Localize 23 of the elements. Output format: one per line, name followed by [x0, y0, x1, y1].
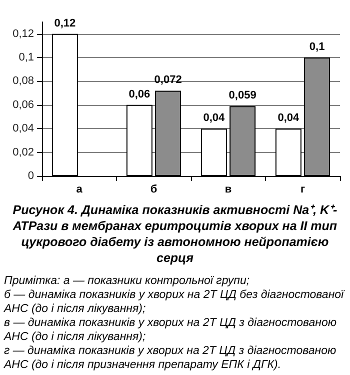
y-tick-label: 0,06: [12, 98, 34, 111]
text: Примітка: а — показники контрольної групи;: [4, 274, 251, 288]
data-label: 0,059: [228, 90, 256, 102]
y-tick-label: 0,04: [12, 122, 34, 135]
text: б — динаміка показників у хворих на 2Т ЦД без діагностованої АНС (до і після лікування);: [4, 288, 346, 316]
data-label: 0,04: [203, 112, 226, 124]
x-tick-label: г: [300, 184, 306, 196]
y-tick-label: 0: [28, 170, 34, 182]
x-tick-label: а: [76, 184, 84, 196]
data-label: 0,06: [128, 88, 150, 100]
text: г — динаміка показників у хворих на 2Т ЦД з діагностованою АНС (до і після призначення препарату ЕПК і ДГК).: [4, 344, 338, 372]
text: Рисунок 4. Динаміка показників активності Na⁺, K⁺-АТРази в мембранах еритроцитів хворих на ІІ тип цукрового діабету із автономною нейропатією серця: [12, 202, 338, 267]
y-tick-label: 0,1: [18, 52, 34, 64]
y-tick-label: 0,02: [12, 146, 34, 158]
data-label: 0,04: [278, 112, 300, 124]
x-tick-label: б: [150, 184, 158, 196]
y-tick-label: 0,12: [12, 28, 34, 40]
y-tick-label: 0,08: [12, 75, 34, 88]
data-label: 0,072: [154, 74, 182, 86]
data-label: 0,12: [54, 17, 76, 30]
data-label: 0,1: [309, 41, 325, 54]
x-tick-label: в: [224, 184, 232, 196]
text: в — динаміка показників у хворих на 2Т ЦД з діагностованою АНС (до і після лікування);: [4, 316, 338, 344]
